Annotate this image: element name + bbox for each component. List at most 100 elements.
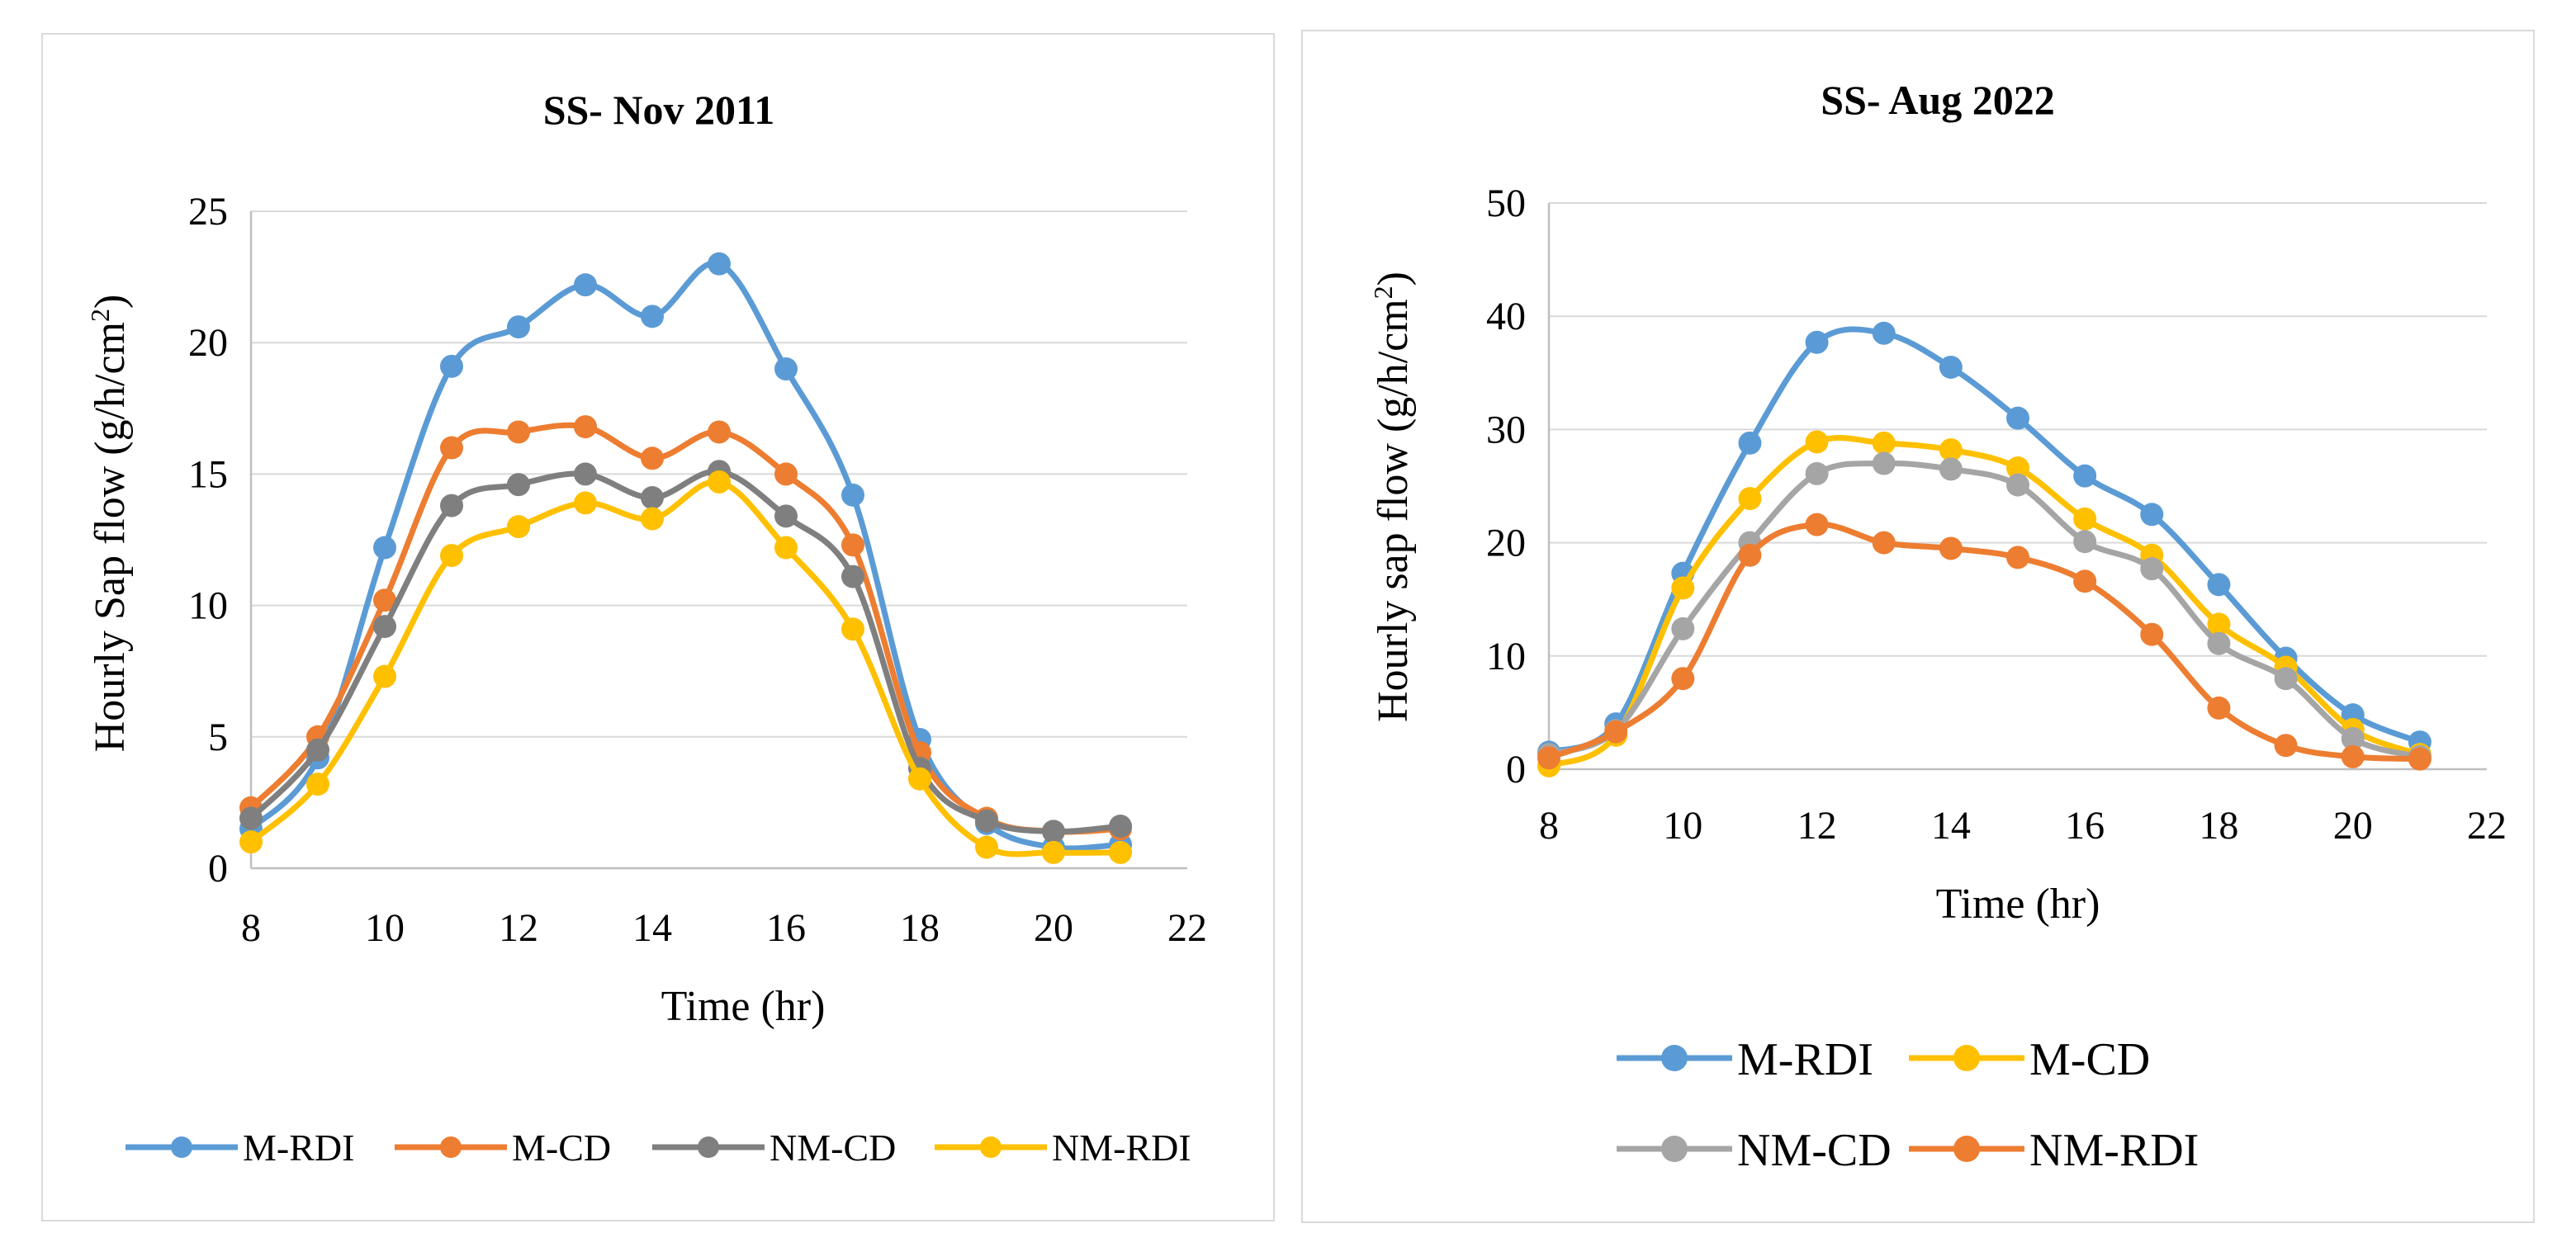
data-point — [708, 470, 731, 494]
data-point — [1939, 355, 1963, 379]
series-line — [1546, 522, 2423, 763]
data-point — [2073, 464, 2097, 488]
x-tick-label: 16 — [2065, 804, 2105, 848]
x-tick-label: 14 — [1931, 804, 1971, 848]
chart-title: SS- Aug 2022 — [1821, 77, 2054, 123]
data-point — [2006, 546, 2029, 569]
legend-item-m-rdi: M-RDI — [1617, 1034, 1873, 1085]
legend-label: M-RDI — [1737, 1034, 1873, 1085]
chart-title: SS- Nov 2011 — [543, 87, 775, 133]
x-tick-label: 8 — [1539, 804, 1559, 848]
legend-item-m-rdi: M-RDI — [125, 1127, 354, 1169]
legend-label: NM-CD — [769, 1127, 896, 1169]
legend-label: NM-CD — [1737, 1125, 1892, 1176]
legend-item-m-cd: M-CD — [395, 1127, 611, 1169]
legend-marker — [1661, 1136, 1688, 1162]
data-point — [641, 507, 664, 531]
y-tick-label: 50 — [1486, 182, 1526, 225]
data-point — [641, 486, 664, 510]
series-nm-rdi — [1537, 513, 2432, 771]
data-point — [774, 357, 798, 381]
data-point — [306, 772, 329, 796]
legend-label: M-RDI — [243, 1127, 354, 1169]
data-point — [2006, 456, 2029, 480]
data-point — [1042, 840, 1065, 864]
series-nm-cd — [239, 460, 1132, 843]
series-line — [248, 468, 1124, 835]
legend-item-nm-cd: NM-CD — [1617, 1125, 1892, 1176]
data-point — [1872, 321, 1896, 345]
data-point — [373, 536, 396, 560]
data-point — [1805, 430, 1829, 454]
x-tick-label: 10 — [1663, 804, 1702, 848]
legend-label: NM-RDI — [2029, 1125, 2199, 1176]
y-tick-label: 0 — [1506, 748, 1526, 791]
x-tick-label: 14 — [632, 906, 672, 950]
data-point — [239, 806, 263, 830]
data-point — [507, 315, 530, 339]
data-point — [574, 273, 597, 297]
data-point — [440, 544, 463, 568]
data-point — [1805, 461, 1829, 485]
x-tick-label: 20 — [1034, 906, 1073, 950]
data-point — [440, 354, 463, 378]
data-point — [1872, 451, 1896, 475]
series-line — [1546, 460, 2423, 760]
x-tick-label: 20 — [2333, 804, 2373, 848]
data-point — [1537, 746, 1560, 770]
legend-label: M-CD — [2029, 1034, 2150, 1085]
data-point — [1671, 576, 1695, 600]
data-point — [2006, 473, 2029, 497]
data-point — [2274, 734, 2298, 758]
data-point — [1671, 617, 1695, 640]
legend-item-nm-rdi: NM-RDI — [935, 1127, 1191, 1169]
legend-item-m-cd: M-CD — [1909, 1034, 2150, 1085]
data-point — [841, 565, 864, 588]
series-m-cd — [239, 415, 1132, 843]
data-point — [373, 615, 396, 639]
data-point — [2207, 573, 2231, 597]
data-point — [239, 830, 263, 854]
data-point — [306, 738, 329, 762]
data-point — [2274, 667, 2298, 691]
data-point — [574, 491, 597, 515]
data-point — [1805, 330, 1829, 354]
y-axis-title: Hourly Sap flow (g/h/cm2) — [85, 295, 134, 753]
data-point — [708, 420, 731, 444]
data-point — [841, 533, 864, 557]
data-point — [708, 252, 731, 276]
data-point — [2140, 557, 2164, 581]
data-point — [507, 420, 530, 444]
series-nm-rdi — [239, 470, 1132, 864]
data-point — [2006, 406, 2029, 430]
data-point — [1738, 431, 1762, 455]
data-point — [908, 767, 931, 791]
y-tick-label: 20 — [188, 321, 228, 365]
data-point — [2207, 696, 2231, 720]
x-tick-label: 22 — [1167, 906, 1207, 950]
data-point — [1939, 536, 1963, 560]
data-point — [1604, 720, 1628, 744]
x-axis-title: Time (hr) — [661, 983, 826, 1030]
legend-marker — [1661, 1045, 1688, 1071]
data-point — [2341, 726, 2365, 750]
data-point — [2408, 747, 2432, 771]
data-point — [641, 305, 664, 328]
data-point — [1109, 815, 1132, 839]
data-point — [1872, 531, 1896, 555]
chart-panel-aug-2022: SS- Aug 2022 0 10 20 30 40 50 8 10 12 14 16 18 20 22… — [1301, 30, 2535, 1223]
legend-label: NM-RDI — [1052, 1127, 1191, 1169]
data-point — [774, 504, 798, 528]
data-point — [841, 617, 864, 641]
data-point — [1939, 438, 1963, 462]
x-tick-label: 18 — [2199, 804, 2238, 848]
legend-marker — [1953, 1136, 1980, 1162]
legend-marker — [171, 1136, 192, 1158]
data-point — [1109, 840, 1132, 864]
legend-marker — [1953, 1045, 1980, 1071]
x-tick-label: 8 — [241, 906, 261, 950]
data-point — [841, 483, 864, 507]
chart-panel-nov-2011: SS- Nov 2011 0 5 10 15 20 25 8 10 12 14 16 18 20 22 … — [41, 33, 1275, 1221]
data-point — [2140, 503, 2164, 527]
y-tick-label: 10 — [1486, 635, 1526, 678]
